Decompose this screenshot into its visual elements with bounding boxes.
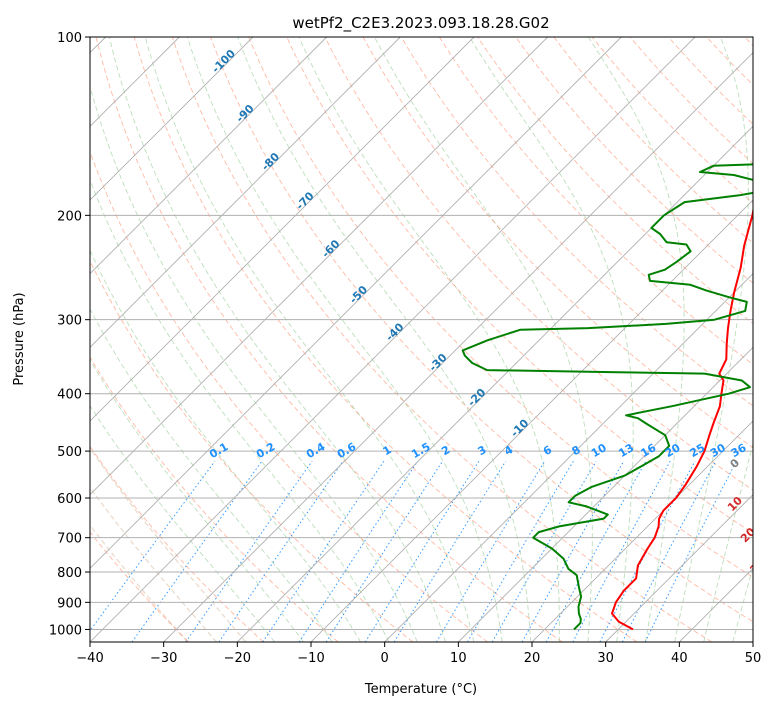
x-axis-label: Temperature (°C) — [364, 682, 477, 697]
x-tick-label: 40 — [671, 651, 688, 666]
dry-adiabat — [90, 150, 488, 642]
mixing-ratio-line — [572, 460, 671, 642]
moist-adiabat — [90, 404, 275, 642]
y-tick-label: 200 — [57, 209, 82, 224]
dry-adiabat — [515, 37, 753, 284]
dry-adiabat — [171, 37, 712, 642]
isotherm-line — [458, 346, 753, 642]
mixing-ratio-line — [262, 460, 385, 642]
isotherm-line — [163, 52, 753, 642]
dry-adiabat — [90, 445, 264, 642]
moist-adiabat — [186, 37, 503, 642]
moist-adiabat — [90, 359, 304, 642]
dewpoint-profile — [461, 163, 753, 631]
mixing-ratio-line — [393, 460, 507, 642]
isotherm-line — [384, 273, 753, 642]
y-axis-label: Pressure (hPa) — [12, 292, 27, 385]
dry-adiabat — [90, 356, 339, 642]
temperature-profile — [611, 206, 753, 631]
isotherm-line — [752, 641, 753, 642]
x-tick-label: 30 — [597, 651, 614, 666]
moist-adiabat — [703, 441, 753, 642]
y-tick-label: 600 — [57, 492, 82, 507]
plot-frame — [89, 36, 754, 643]
isotherm-line — [90, 37, 548, 496]
moist-adiabat — [732, 564, 753, 642]
x-tick-label: −10 — [297, 651, 324, 666]
isotherm-line — [90, 37, 327, 275]
isotherm-line — [90, 37, 475, 422]
plot-area: 0.1 0.2 0.4 0.6 1 1.5 2 3 4 6 8 10 13 16 20 25 30 36-100-… — [90, 37, 775, 642]
y-tick-label: 900 — [57, 596, 82, 611]
isotherm-line — [90, 37, 401, 348]
moist-adiabat — [90, 446, 247, 642]
moist-adiabat — [298, 37, 560, 642]
dry-adiabat — [400, 37, 753, 407]
x-tick-label: −30 — [150, 651, 177, 666]
x-tick-label: −40 — [76, 651, 103, 666]
mixing-ratio-line — [545, 460, 647, 642]
y-tick-label: 500 — [57, 445, 82, 460]
y-tick-label: 1000 — [49, 623, 82, 638]
x-tick-label: −20 — [224, 651, 251, 666]
moist-adiabat — [674, 37, 749, 642]
moist-adiabat — [144, 37, 475, 642]
x-tick-label: 20 — [524, 651, 541, 666]
y-tick-label: 400 — [57, 388, 82, 403]
mixing-ratio-line — [131, 460, 263, 642]
isotherm-line — [605, 494, 753, 642]
dry-adiabat — [95, 37, 563, 642]
chart-title: wetPf2_C2E3.2023.093.18.28.G02 — [292, 14, 549, 33]
mixing-ratio-line — [521, 460, 625, 642]
moist-adiabat — [108, 37, 446, 642]
moist-adiabat — [587, 37, 685, 642]
isotherm-line — [310, 199, 753, 642]
dry-adiabat — [248, 37, 753, 578]
isotherm-line — [531, 420, 753, 642]
y-tick-label: 700 — [57, 532, 82, 547]
moist-adiabat — [90, 178, 390, 642]
mixing-ratio-line — [298, 460, 419, 642]
x-tick-label: 10 — [450, 651, 467, 666]
mixing-ratio-line — [364, 460, 480, 642]
mixing-ratio-line — [644, 460, 737, 642]
mixing-ratio-line — [621, 460, 717, 642]
dry-adiabat — [210, 37, 753, 623]
isotherm-line — [237, 125, 753, 642]
moist-adiabat-label: 30 — [747, 556, 767, 576]
isotherm-line — [90, 37, 696, 642]
isotherm-line — [90, 37, 622, 569]
moist-adiabat — [90, 308, 333, 642]
dry-adiabat — [133, 37, 638, 642]
x-tick-label: 0 — [381, 651, 389, 666]
moist-adiabat-label: 40 — [757, 587, 775, 607]
y-tick-label: 100 — [57, 31, 82, 46]
dry-adiabat — [90, 531, 190, 642]
mixing-ratio-line — [90, 460, 216, 632]
dry-adiabat — [324, 37, 753, 491]
y-tick-label: 800 — [57, 566, 82, 581]
y-tick-label: 300 — [57, 314, 82, 329]
mixing-ratio-line — [325, 460, 444, 642]
plot-background — [90, 37, 753, 642]
isotherm-line — [90, 37, 254, 201]
x-tick-label: 50 — [745, 651, 762, 666]
